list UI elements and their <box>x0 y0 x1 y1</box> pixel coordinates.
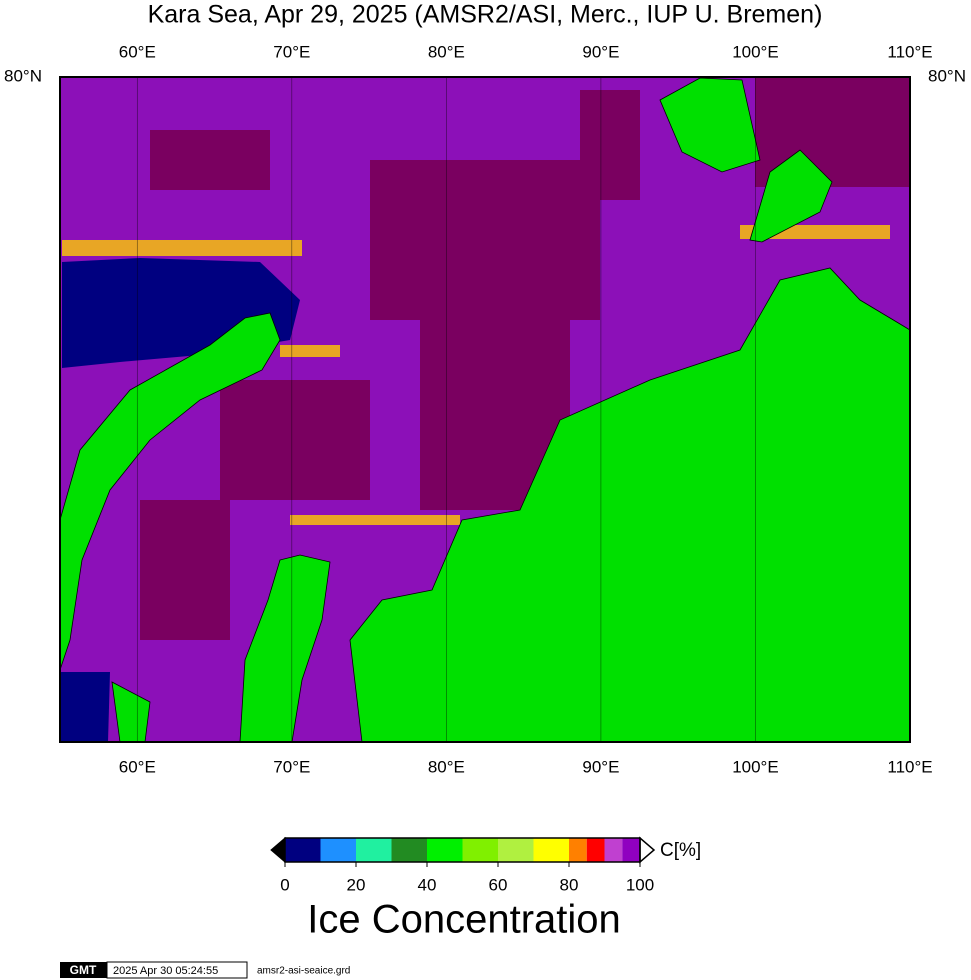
colorbar-title: Ice Concentration <box>307 898 621 942</box>
colorbar-bin <box>498 838 534 862</box>
map-title: Kara Sea, Apr 29, 2025 (AMSR2/ASI, Merc.… <box>148 1 823 29</box>
colorbar-tick-label: 100 <box>626 875 654 894</box>
timestamp-box <box>106 961 248 979</box>
colorbar-bin <box>285 838 321 862</box>
lon-label-bottom: 60°E <box>119 757 156 776</box>
colorbar-tick-label: 0 <box>280 875 289 894</box>
lon-label-top: 70°E <box>273 42 310 61</box>
map-area <box>60 77 910 742</box>
land <box>60 77 910 742</box>
colorbar-bin <box>533 838 569 862</box>
colorbar-bin <box>604 838 623 862</box>
graticule: 60°E 60°E 70°E 70°E 80°E 80°E 90°E 90°E 100°E 100… <box>4 42 966 776</box>
lon-label-bottom: 90°E <box>582 757 619 776</box>
logo: GMT <box>70 963 97 977</box>
colorbar-bin <box>462 838 498 862</box>
under-triangle <box>270 836 286 864</box>
lon-label-top: 60°E <box>119 42 156 61</box>
colorbar-bin <box>569 838 587 862</box>
colorbar-tick-label: 80 <box>560 875 579 894</box>
over-triangle <box>639 836 656 864</box>
colorbar-frame <box>284 837 641 863</box>
logo-box <box>60 962 107 978</box>
lon-label-bottom: 70°E <box>273 757 310 776</box>
colorbar-tick-label: 20 <box>347 875 366 894</box>
lon-label-bottom: 80°E <box>428 757 465 776</box>
colorbar-label: C[%] <box>660 840 701 861</box>
lat-label-left: 80°N <box>4 66 42 85</box>
file-name: amsr2-asi-seaice.grd <box>257 966 350 977</box>
colorbar-bin <box>391 838 427 862</box>
lat-label-right: 80°N <box>928 66 966 85</box>
lon-label-bottom: 110°E <box>887 757 932 776</box>
colorbar-bin <box>356 838 392 862</box>
lon-label-top: 90°E <box>582 42 619 61</box>
lon-label-bottom: 100°E <box>732 757 779 776</box>
lon-label-top: 80°E <box>428 42 465 61</box>
open-water <box>60 672 110 742</box>
timestamp: 2025 Apr 30 05:24:55 <box>113 965 218 977</box>
colorbar-bin <box>427 838 463 862</box>
colorbar-bin <box>622 838 640 862</box>
colorbar: 0 20 40 60 80 100 <box>270 836 656 894</box>
dense-ice <box>140 77 910 640</box>
lon-label-top: 110°E <box>887 42 932 61</box>
colorbar-tick-label: 60 <box>489 875 508 894</box>
colorbar-bin <box>320 838 356 862</box>
colorbar-bin <box>586 838 605 862</box>
colorbar-tick-label: 40 <box>418 875 437 894</box>
lon-label-top: 100°E <box>732 42 779 61</box>
map-frame <box>59 76 911 743</box>
